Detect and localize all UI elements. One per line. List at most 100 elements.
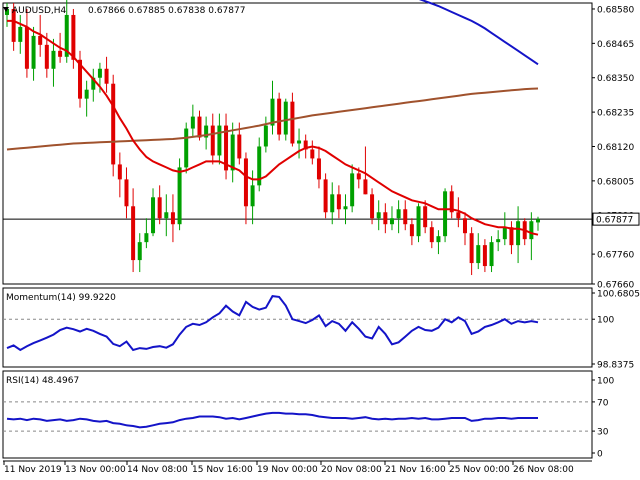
candle-body [5,8,9,15]
candle-body [363,179,368,195]
candle-body [270,98,275,126]
momentum-line [6,295,539,352]
candle-body [297,140,302,144]
candle-body [157,197,162,219]
candle-body [436,236,441,243]
current-price-box [592,212,640,226]
x-tick-label: 26 Nov 08:00 [513,465,574,475]
candle-body [97,68,102,78]
price-tick-label: 0.68235 [597,109,634,119]
candle-body [64,14,69,57]
candle-body [217,125,222,156]
candle-body [462,218,467,234]
candle-body [111,83,116,165]
candle-body [389,218,394,225]
candle-body [91,77,96,90]
candle-body [529,221,534,240]
candle-body [290,101,295,144]
rsi-tick-label: 0 [597,450,603,460]
candle-body [370,194,375,219]
momentum-tick-label: 98.8375 [597,361,634,371]
candle-body [177,167,182,225]
candle-body [396,209,401,219]
x-tick-label: 14 Nov 08:00 [127,465,188,475]
current-price-label: 0.67877 [596,216,633,226]
candle-body [164,212,169,219]
candle-body [336,194,341,210]
price-panel-frame [2,2,593,285]
candle-body [263,125,268,147]
candle-body [78,59,83,99]
candle-body [409,224,414,237]
candle-body [310,149,315,159]
candle-body [124,179,129,207]
candle-body [44,44,49,69]
price-tick-label: 0.67760 [597,251,634,261]
candle-body [197,116,202,138]
candle-body [58,50,63,57]
x-tick-label: 19 Nov 00:00 [257,465,318,475]
candle-body [24,26,29,69]
candle-body [516,221,521,246]
candle-body [489,242,494,267]
candle-body [496,239,501,243]
candle-body [18,26,23,42]
price-tick-label: 0.68465 [597,40,634,50]
candle-body [137,242,142,261]
price-tick-label: 0.67660 [597,281,634,291]
candle-body [204,125,209,138]
candle-body [502,227,507,240]
symbol-timeframe: AUDUSD,H4 [12,6,67,16]
candle-body [303,140,308,150]
candle-body [71,14,76,60]
candle-body [210,125,215,156]
ohlc-readout: 0.67866 0.67885 0.67838 0.67877 [88,6,245,16]
rsi-tick-label: 70 [597,398,609,408]
candle-body [190,116,195,129]
rsi-line [6,411,538,429]
candle-body [482,245,487,267]
x-tick-label: 13 Nov 00:00 [65,465,126,475]
x-tick-label: 21 Nov 16:00 [385,465,446,475]
rsi-tick-label: 100 [597,377,614,387]
candle-body [243,158,248,207]
momentum-tick-label: 100 [597,316,614,326]
ma-slow-line [418,0,539,66]
candle-body [476,245,481,264]
candle-body [38,35,43,45]
candle-body [151,197,156,234]
candle-body [237,134,242,159]
price-tick-label: 0.68005 [597,177,634,187]
x-tick-label: 20 Nov 08:00 [321,465,382,475]
ma-fast-line [7,19,539,236]
momentum-title: Momentum(14) 99.9220 [6,293,116,303]
candle-body [144,233,149,243]
candle-body [416,206,421,237]
candle-body [104,68,109,84]
x-tick-label: 11 Nov 2019 [4,465,62,475]
candle-body [456,212,461,219]
candle-body [423,206,428,228]
candle-body [343,206,348,210]
price-tick-label: 0.68350 [597,74,634,84]
candle-body [316,158,321,180]
candle-body [356,173,361,180]
candle-body [469,233,474,264]
candle-body [31,35,36,69]
price-tick-label: 0.68580 [597,5,634,15]
candle-body [443,191,448,237]
rsi-panel-frame [2,370,593,459]
x-tick-label: 15 Nov 16:00 [192,465,253,475]
candle-body [330,194,335,213]
candle-body [224,125,229,171]
momentum-panel-frame [2,287,593,368]
candle-body [51,50,56,69]
candle-body [536,219,540,223]
candle-body [170,212,175,225]
candle-body [376,212,381,219]
dropdown-arrow-icon [3,7,9,12]
x-tick-label: 25 Nov 00:00 [449,465,510,475]
candle-body [257,146,262,186]
